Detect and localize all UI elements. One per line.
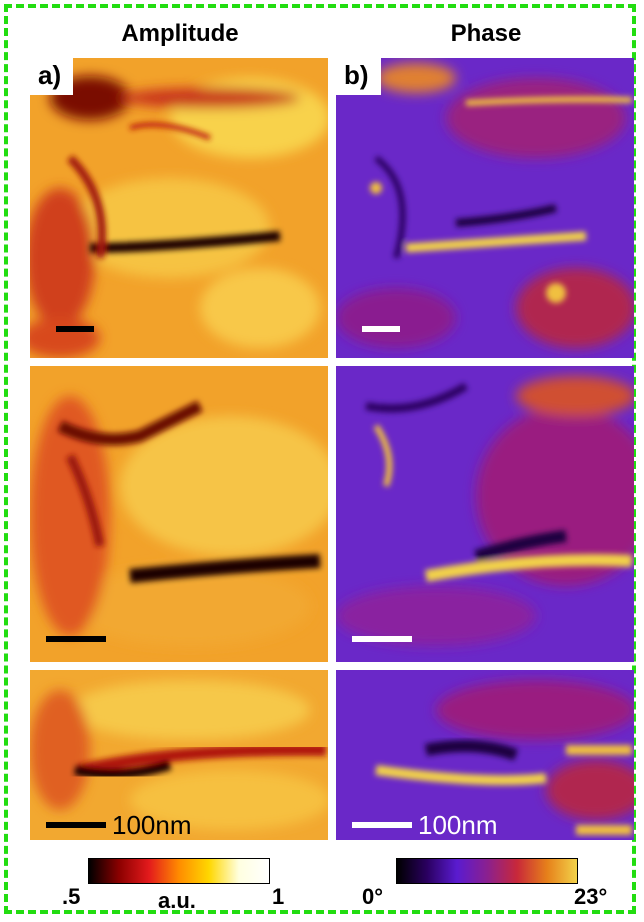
amplitude-colorbar-min: .5 (62, 884, 81, 909)
scalebar-amplitude-top (56, 326, 94, 332)
phase-panel-bottom: 100nm (336, 670, 634, 840)
amplitude-panel-bottom: 100nm (30, 670, 328, 840)
amplitude-colorbar-max: 1 (272, 884, 285, 909)
amplitude-colorbar-unit: a.u. (158, 888, 196, 913)
figure-frame (4, 4, 636, 914)
amplitude-title: Amplitude (121, 20, 239, 47)
scalebar-amplitude-bottom (46, 822, 106, 828)
scalebar-phase-top (362, 326, 400, 332)
phase-panel-middle (336, 366, 634, 662)
scalebar-label-phase: 100nm (418, 810, 498, 840)
scalebar-phase-bottom (352, 822, 412, 828)
phase-colorbar-min: 0° (362, 884, 384, 909)
phase-panel-top: b) (336, 58, 634, 358)
phase-colorbar-max: 23° (574, 884, 608, 909)
scalebar-label-amplitude: 100nm (112, 810, 192, 840)
amplitude-panel-middle (30, 366, 328, 662)
scalebar-phase-middle (352, 636, 412, 642)
phase-colorbar (396, 858, 578, 884)
panel-label-a: a) (30, 58, 74, 95)
panel-label-b: b) (336, 58, 381, 95)
scalebar-amplitude-middle (46, 636, 106, 642)
phase-title: Phase (450, 20, 522, 47)
amplitude-panel-top: a) (30, 58, 328, 358)
amplitude-colorbar (88, 858, 270, 884)
